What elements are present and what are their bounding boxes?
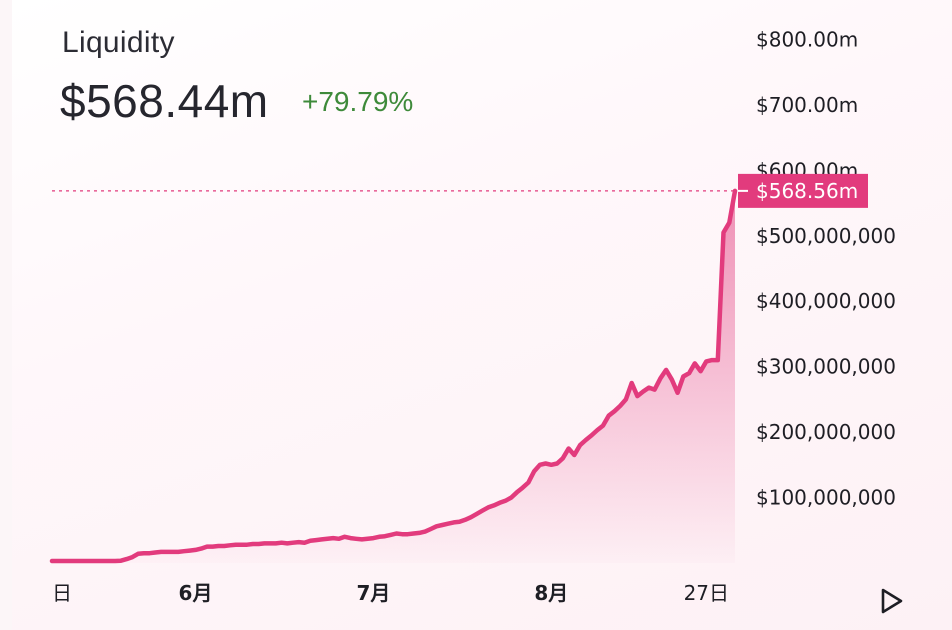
x-tick-label: 6月 (179, 581, 213, 605)
x-tick-label: 27日 (684, 581, 729, 605)
current-value-label: $568.56m (756, 179, 858, 203)
metric-title: Liquidity (62, 26, 175, 59)
y-tick-label: $700.00m (756, 93, 858, 117)
x-tick-label: 8月 (534, 581, 568, 605)
x-tick-label: 7月 (356, 581, 390, 605)
play-button[interactable] (876, 586, 906, 616)
metric-change: +79.79% (302, 86, 414, 117)
metric-value: $568.44m (60, 75, 269, 127)
y-tick-label: $300,000,000 (756, 355, 896, 379)
x-tick-label: 日 (52, 581, 72, 605)
play-icon (881, 588, 903, 614)
y-tick-label: $800.00m (756, 27, 858, 51)
y-tick-label: $200,000,000 (756, 420, 896, 444)
y-tick-label: $100,000,000 (756, 486, 896, 510)
y-tick-label: $400,000,000 (756, 289, 896, 313)
current-value-tag (738, 173, 868, 208)
liquidity-area (52, 190, 735, 563)
y-tick-label: $500,000,000 (756, 224, 896, 248)
liquidity-series-line (49, 188, 738, 564)
